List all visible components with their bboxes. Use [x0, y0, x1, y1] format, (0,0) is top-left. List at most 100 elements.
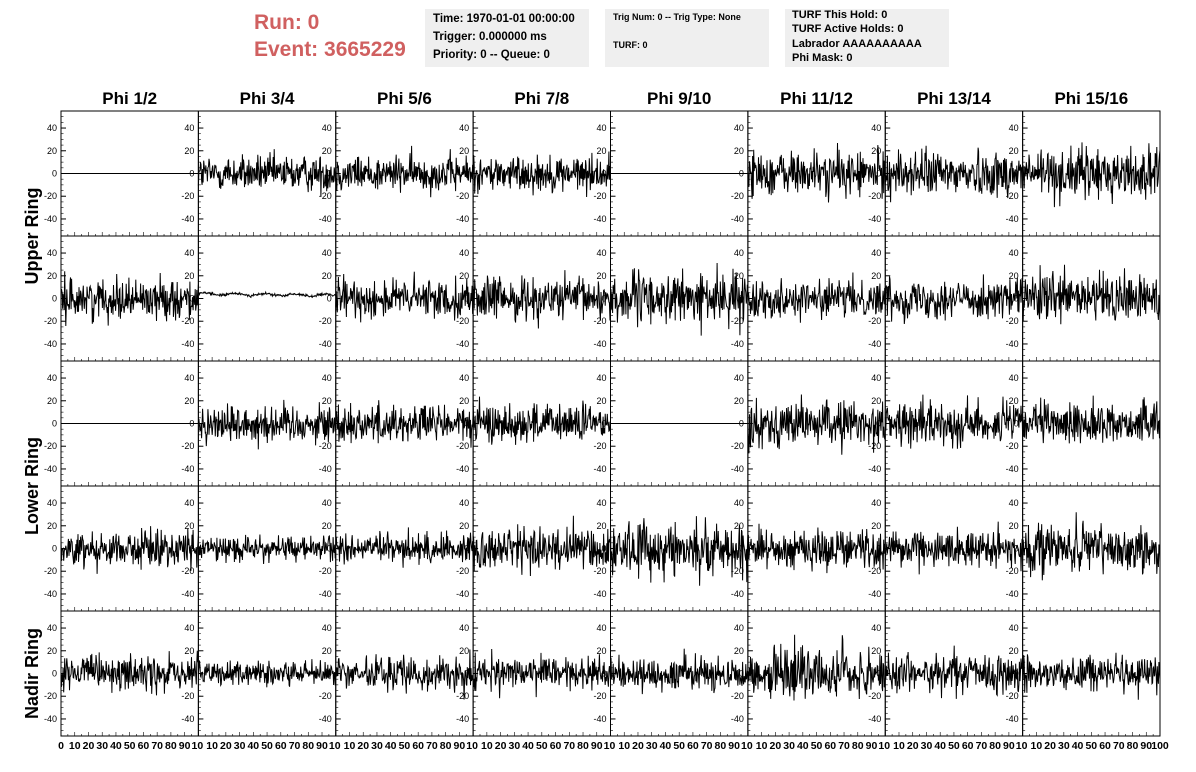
y-tick-label: 20 [47, 521, 57, 531]
y-tick-label: -20 [731, 441, 744, 451]
y-tick-label: 40 [1009, 498, 1019, 508]
y-tick-label: -40 [456, 589, 469, 599]
x-tick-label: 40 [110, 740, 122, 752]
y-tick-label: 0 [327, 669, 332, 679]
y-tick-label: -20 [319, 441, 332, 451]
y-tick-label: 0 [876, 169, 881, 179]
y-tick-label: 40 [459, 248, 469, 258]
y-tick-label: -40 [593, 339, 606, 349]
y-tick-label: 0 [601, 544, 606, 554]
waveform-trace [884, 145, 1024, 203]
y-tick-label: -20 [593, 566, 606, 576]
event-number: Event: 3665229 [254, 38, 406, 61]
y-tick-label: -40 [593, 589, 606, 599]
x-tick-label: 90 [1140, 740, 1152, 752]
y-tick-label: -40 [181, 339, 194, 349]
waveform-panel [197, 235, 337, 362]
y-tick-label: -20 [181, 441, 194, 451]
y-tick-label: -20 [593, 691, 606, 701]
turf-this-hold-text: TURF This Hold: 0 [792, 9, 888, 21]
y-tick-label: 40 [322, 623, 332, 633]
y-tick-label: -20 [44, 441, 57, 451]
y-tick-label: -40 [44, 589, 57, 599]
y-tick-label: 40 [184, 373, 194, 383]
y-tick-label: 40 [184, 498, 194, 508]
y-tick-label: 20 [47, 396, 57, 406]
y-tick-label: -20 [1006, 316, 1019, 326]
y-tick-label: 0 [327, 419, 332, 429]
y-tick-label: -40 [731, 589, 744, 599]
x-tick-label: 80 [989, 740, 1001, 752]
y-tick-label: -40 [181, 714, 194, 724]
y-tick-label: -40 [44, 464, 57, 474]
y-tick-label: 0 [189, 294, 194, 304]
y-tick-label: -20 [319, 566, 332, 576]
y-tick-label: -20 [456, 191, 469, 201]
trigger-info-panel: Trig Num: 0 -- Trig Type: None TURF: 0 [605, 9, 769, 67]
waveform-trace [1022, 395, 1161, 444]
column-title: Phi 7/8 [514, 89, 569, 108]
y-tick-label: -20 [456, 316, 469, 326]
y-tick-label: 0 [327, 169, 332, 179]
waveform-trace [747, 142, 886, 203]
y-tick-label: 20 [734, 396, 744, 406]
y-tick-label: 20 [596, 646, 606, 656]
waveform-trace [884, 394, 1024, 449]
y-tick-label: 0 [52, 544, 57, 554]
x-tick-label: 10 [69, 740, 81, 752]
x-tick-label: 60 [687, 740, 699, 752]
y-tick-label: 40 [596, 123, 606, 133]
y-tick-label: 0 [739, 669, 744, 679]
y-tick-label: 20 [459, 521, 469, 531]
y-tick-label: -40 [44, 214, 57, 224]
y-tick-label: 40 [596, 623, 606, 633]
waveform-trace [1022, 652, 1161, 700]
y-tick-label: 40 [47, 623, 57, 633]
y-tick-label: -20 [319, 691, 332, 701]
x-tick-label: 10 [1031, 740, 1043, 752]
y-tick-label: 0 [464, 544, 469, 554]
x-tick-label: 80 [852, 740, 864, 752]
x-tick-label: 50 [811, 740, 823, 752]
y-tick-label: 0 [601, 419, 606, 429]
y-tick-label: 40 [322, 373, 332, 383]
waveform-trace [747, 272, 886, 323]
y-tick-label: 20 [184, 271, 194, 281]
y-tick-label: -40 [1006, 214, 1019, 224]
x-tick-label: 40 [797, 740, 809, 752]
x-tick-label: 70 [1113, 740, 1125, 752]
waveform-trace [610, 648, 749, 695]
y-tick-label: -40 [1006, 589, 1019, 599]
y-tick-label: 20 [734, 271, 744, 281]
y-tick-label: 20 [596, 146, 606, 156]
x-tick-label: 60 [550, 740, 562, 752]
y-tick-label: 40 [1009, 373, 1019, 383]
y-tick-label: -20 [868, 566, 881, 576]
y-tick-label: 40 [734, 623, 744, 633]
waveform-trace [472, 648, 611, 699]
y-tick-label: -20 [44, 316, 57, 326]
x-tick-label: 10 [206, 740, 218, 752]
x-tick-label: 10 [893, 740, 905, 752]
waveform-trace [335, 145, 474, 198]
y-tick-label: -40 [181, 214, 194, 224]
waveform-trace [60, 526, 199, 574]
y-tick-label: 20 [1009, 271, 1019, 281]
x-tick-label: 70 [151, 740, 163, 752]
waveform-trace [884, 521, 1024, 575]
x-tick-label: 60 [1099, 740, 1111, 752]
x-tick-label: 30 [921, 740, 933, 752]
x-tick-label: 70 [701, 740, 713, 752]
y-tick-label: 20 [871, 396, 881, 406]
time-info-panel: Time: 1970-01-01 00:00:00 Trigger: 0.000… [425, 9, 589, 67]
y-tick-label: 40 [734, 248, 744, 258]
y-tick-label: -20 [593, 316, 606, 326]
y-tick-label: 0 [189, 544, 194, 554]
x-tick-label: 20 [495, 740, 507, 752]
y-tick-label: -20 [181, 191, 194, 201]
y-tick-label: 0 [601, 294, 606, 304]
y-tick-label: 20 [184, 146, 194, 156]
waveform-trace [335, 271, 474, 323]
y-tick-label: -40 [319, 339, 332, 349]
y-tick-label: 20 [322, 521, 332, 531]
